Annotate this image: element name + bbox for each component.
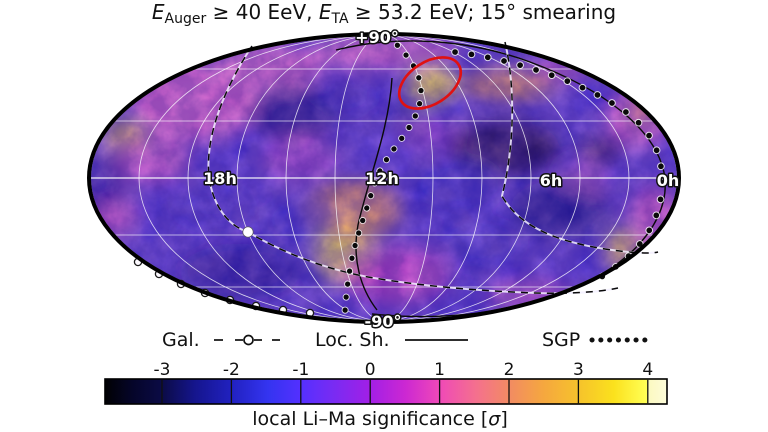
colorbar-label: local Li–Ma significance [σ] bbox=[252, 408, 507, 430]
colorbar-gradient bbox=[104, 378, 668, 405]
ra-label-12h: 12h bbox=[365, 169, 399, 188]
colorbar-dividers bbox=[161, 379, 649, 404]
figure-title: EAuger ≥ 40 EeV, ETA ≥ 53.2 EeV; 15° sme… bbox=[152, 0, 616, 27]
map-border bbox=[87, 32, 681, 324]
ra-label-18h: 18h bbox=[203, 169, 237, 188]
colorbar-tick-label: -2 bbox=[223, 360, 240, 380]
ra-label-0h: 0h bbox=[657, 171, 680, 190]
legend-label-galactic: Gal. bbox=[162, 329, 200, 351]
colorbar-tick-label: 0 bbox=[365, 360, 376, 380]
colorbar-tick-label: 2 bbox=[504, 360, 515, 380]
colorbar-tick-label: -1 bbox=[292, 360, 309, 380]
colorbar-ticks: -3 -2 -1 0 1 2 3 4 bbox=[154, 360, 654, 380]
galactic-line-sample bbox=[214, 334, 280, 346]
colorbar-tick-label: 4 bbox=[642, 360, 653, 380]
hotspot-circle bbox=[397, 56, 463, 110]
legend-label-sgp: SGP bbox=[542, 329, 580, 351]
south-pole-label: -90° bbox=[365, 312, 402, 331]
colorbar-tick-label: 3 bbox=[573, 360, 584, 380]
colorbar: -3 -2 -1 0 1 2 3 4 local Li–Ma significance [σ] bbox=[104, 360, 668, 430]
colorbar-tick-label: -3 bbox=[154, 360, 171, 380]
galactic-plane-line bbox=[207, 41, 659, 295]
legend: Gal. Loc. Sh. SGP bbox=[162, 329, 656, 351]
north-pole-label: +90° bbox=[355, 28, 399, 47]
galactic-center-marker bbox=[242, 226, 254, 238]
sky-map: +90° -90° 18h 12h 6h 0h bbox=[87, 27, 681, 333]
ra-label-6h: 6h bbox=[540, 171, 563, 190]
galactic-circle-marker bbox=[243, 334, 254, 346]
legend-label-local-sheet: Loc. Sh. bbox=[315, 329, 390, 351]
colorbar-tick-label: 1 bbox=[434, 360, 445, 380]
